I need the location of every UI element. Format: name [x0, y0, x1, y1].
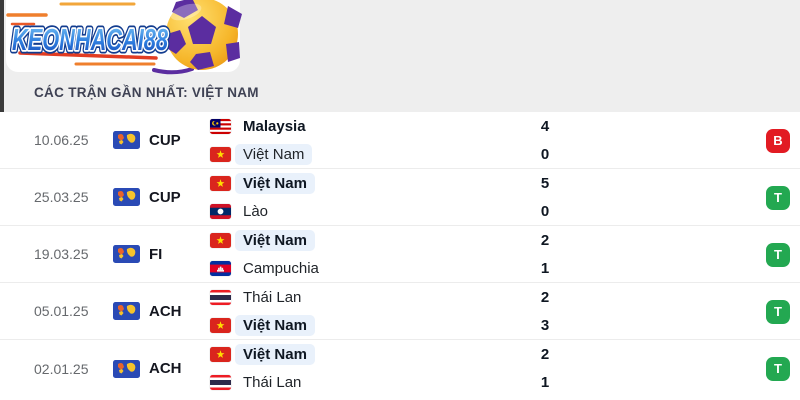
home-team-name: Việt Nam [235, 229, 315, 251]
away-team-score: 3 [540, 317, 550, 335]
svg-text:KEONHACAI88: KEONHACAI88 [12, 22, 169, 57]
soccer-ball-icon [165, 0, 242, 70]
match-row[interactable]: 02.01.25 ACH Việt Nam 2 Thái Lan 1 T [0, 340, 800, 397]
result-badge: T [766, 242, 790, 267]
result-badge: T [766, 299, 790, 324]
competition-icon [113, 359, 140, 378]
vietnam-flag-icon [210, 346, 231, 362]
competition-icon [113, 131, 140, 149]
away-team-name: Thái Lan [243, 374, 302, 392]
svg-text:KEONHACAI88: KEONHACAI88 [12, 22, 169, 57]
away-team: Việt Nam 3 [210, 312, 630, 341]
competition-code: ACH [149, 302, 182, 320]
home-team-score: 2 [540, 345, 550, 363]
competition-icon [113, 188, 140, 206]
competition-cell: CUP [113, 169, 181, 225]
match-date: 02.01.25 [34, 360, 89, 377]
competition-cell: ACH [113, 283, 182, 339]
match-date: 19.03.25 [34, 246, 89, 262]
home-team: Malaysia 4 [210, 112, 630, 141]
speed-lines-icon [6, 2, 194, 75]
home-team: Việt Nam 5 [210, 169, 630, 198]
competition-code: CUP [149, 131, 181, 149]
away-team-score: 0 [540, 203, 550, 221]
away-team: Việt Nam 0 [210, 141, 630, 170]
match-row[interactable]: 05.01.25 ACH Thái Lan 2 Việt Nam 3 T [0, 283, 800, 340]
match-row[interactable]: 19.03.25 FI Việt Nam 2 Campuchia 1 T [0, 226, 800, 283]
thailand-flag-icon [210, 375, 231, 391]
match-date: 05.01.25 [34, 303, 89, 319]
matches-table: 10.06.25 CUP Malaysia 4 Việt Nam 0 B 2 5 [0, 112, 800, 397]
home-team-name: Malaysia [243, 117, 306, 135]
away-team: Lào 0 [210, 198, 630, 227]
result-badge: B [766, 128, 790, 153]
vietnam-flag-icon [210, 232, 231, 248]
match-date: 25.03.25 [34, 189, 89, 205]
away-team-name: Campuchia [243, 260, 319, 278]
result-badge: T [766, 356, 790, 381]
home-team: Việt Nam 2 [210, 226, 630, 255]
laos-flag-icon [210, 204, 231, 220]
home-team-score: 4 [540, 117, 550, 135]
competition-icon [113, 245, 140, 263]
away-team-name: Việt Nam [235, 315, 315, 337]
competition-code: FI [149, 245, 163, 263]
home-team: Việt Nam 2 [210, 340, 630, 369]
away-team-name: Lào [243, 203, 269, 221]
away-team: Thái Lan 1 [210, 369, 630, 398]
home-team-name: Việt Nam [235, 172, 315, 194]
vietnam-flag-icon [210, 318, 231, 334]
svg-text:KEONHACAI88: KEONHACAI88 [12, 22, 169, 57]
home-team-name: Việt Nam [235, 343, 315, 365]
competition-cell: CUP [113, 112, 181, 168]
match-row[interactable]: 25.03.25 CUP Việt Nam 5 Lào 0 T [0, 169, 800, 226]
vietnam-flag-icon [210, 175, 231, 191]
away-team-score: 1 [540, 374, 550, 392]
competition-cell: ACH [113, 340, 182, 397]
away-team-score: 1 [540, 260, 550, 278]
logo-artwork-icon: KEONHACAI88 KEONHACAI88 KEONHACAI88 [6, 0, 242, 75]
vietnam-flag-icon [210, 147, 231, 163]
home-team-name: Thái Lan [243, 288, 302, 306]
competition-code: CUP [149, 188, 181, 206]
home-team-score: 5 [540, 174, 550, 192]
section-title: CÁC TRẬN GẦN NHẤT: VIỆT NAM [34, 84, 259, 100]
logo-wordmark: KEONHACAI88 KEONHACAI88 KEONHACAI88 [9, 19, 173, 61]
competition-cell: FI [113, 226, 162, 282]
cambodia-flag-icon [210, 261, 231, 277]
match-row[interactable]: 10.06.25 CUP Malaysia 4 Việt Nam 0 B [0, 112, 800, 169]
keonhacai88-logo[interactable]: KEONHACAI88 KEONHACAI88 KEONHACAI88 [6, 0, 242, 75]
away-team-score: 0 [540, 146, 550, 164]
match-date: 10.06.25 [34, 132, 89, 148]
thailand-flag-icon [210, 289, 231, 305]
widget-header: KEONHACAI88 KEONHACAI88 KEONHACAI88 CÁC … [0, 0, 800, 112]
competition-code: ACH [149, 360, 182, 377]
malaysia-flag-icon [210, 118, 231, 134]
competition-icon [113, 302, 140, 320]
home-team-score: 2 [540, 288, 550, 306]
away-team-name: Việt Nam [235, 144, 313, 166]
home-team: Thái Lan 2 [210, 283, 630, 312]
left-edge-strip [0, 0, 4, 112]
result-badge: T [766, 185, 790, 210]
home-team-score: 2 [540, 231, 550, 249]
away-team: Campuchia 1 [210, 255, 630, 284]
